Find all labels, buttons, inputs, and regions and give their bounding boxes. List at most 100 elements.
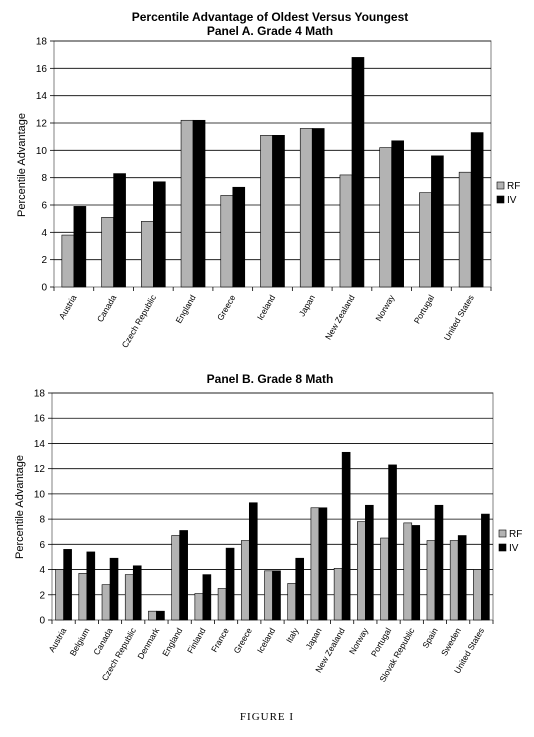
panel-b-ytick-label: 10 <box>34 489 46 500</box>
panel-a-ytick-label: 0 <box>41 283 47 294</box>
panel-a-subtitle: Panel A. Grade 4 Math <box>207 24 333 38</box>
panel-b-bar-iv <box>109 557 119 621</box>
panel-a-category-label: Canada <box>95 293 119 324</box>
panel-b-bar-rf <box>287 583 297 621</box>
panel-b-category-label: Austria <box>46 626 68 654</box>
panel-b-bar-iv <box>341 451 351 621</box>
panel-a-legend-swatch-rf <box>496 181 505 190</box>
panel-b-category-label: Japan <box>303 626 323 651</box>
panel-a-ytick-label: 18 <box>36 37 48 48</box>
panel-b-bar-iv <box>248 502 258 621</box>
panel-b-ytick-label: 16 <box>34 414 46 425</box>
panel-b-bar-rf <box>473 569 482 621</box>
panel-a-bar-iv <box>311 128 325 288</box>
panel-b-bar-rf <box>240 540 250 621</box>
panel-a-category-label: New Zealand <box>323 293 357 342</box>
panel-a-ytick-label: 16 <box>36 64 48 75</box>
panel-b-ytick-label: 12 <box>34 464 46 475</box>
panel-b-category-label: England <box>160 626 184 658</box>
panel-a-ytick-label: 10 <box>36 146 48 157</box>
panel-a-bar-rf <box>220 195 234 288</box>
panel-a-bar-rf <box>379 147 392 288</box>
panel-b-category-label: Greece <box>231 626 254 655</box>
panel-a-category-label: Portugal <box>412 293 437 326</box>
panel-b-category-label: Portugal <box>369 626 394 659</box>
panel-a-bar-iv <box>153 181 166 288</box>
figure-caption: FIGURE I <box>239 711 295 723</box>
panel-a-bar-iv <box>192 119 206 288</box>
panel-b-ytick-label: 2 <box>39 590 45 601</box>
panel-a-bar-rf <box>339 174 353 288</box>
panel-a-bar-rf <box>61 234 75 288</box>
panel-a-bar-rf <box>141 221 154 288</box>
panel-b-bar-rf <box>148 610 157 621</box>
panel-b-bar-iv <box>411 525 421 621</box>
panel-b-bar-iv <box>295 557 305 621</box>
panel-b-ylabel: Percentile Advantage <box>14 455 26 559</box>
panel-a-legend-label-iv: IV <box>507 195 517 206</box>
panel-b-bar-rf <box>380 537 389 621</box>
panel-a-ytick-label: 6 <box>41 201 47 212</box>
panel-b-bar-iv <box>132 565 142 621</box>
panel-a-category-label: Greece <box>215 293 238 322</box>
panel-b-category-label: Belgium <box>68 626 92 658</box>
panel-b-bar-rf <box>78 573 88 621</box>
panel-b-bar-rf <box>333 567 343 621</box>
panel-a-plot: 0 2 4 6 8 10 12 14 16 18 Austria Canada Czech Republ… <box>36 37 520 350</box>
panel-b-bar-iv <box>156 610 165 621</box>
panel-a-bar-iv <box>113 173 126 288</box>
panel-a-category-label: Japan <box>297 293 317 318</box>
panel-b-legend-label-iv: IV <box>509 543 519 554</box>
panel-b-legend-swatch-rf <box>498 529 507 538</box>
panel-a-ylabel: Percentile Advantage <box>16 113 28 217</box>
panel-b-bar-rf <box>124 574 134 621</box>
panel-b-bar-iv <box>365 504 374 621</box>
panel-b-bar-iv <box>179 530 188 621</box>
panel-a-category-label: Iceland <box>255 293 278 322</box>
panel-a-ytick-label: 4 <box>41 228 47 239</box>
panel-b-bar-rf <box>449 540 459 621</box>
panel-a-category-label: Norway <box>373 292 396 323</box>
panel-a-ytick-label: 2 <box>41 255 47 266</box>
panel-a-bar-rf <box>419 192 432 288</box>
panel-b-category-label: Denmark <box>135 625 161 661</box>
panel-a-category-label: Austria <box>57 293 79 321</box>
panel-a-ytick-label: 14 <box>36 91 48 102</box>
panel-a-bar-iv <box>470 132 484 288</box>
panel-b-bar-rf <box>194 593 204 621</box>
panel-b-bar-iv <box>318 507 328 621</box>
panel-b-category-label: Iceland <box>255 626 278 655</box>
panel-b-ytick-label: 18 <box>34 389 46 400</box>
panel-a-title: Percentile Advantage of Oldest Versus Yo… <box>132 10 409 24</box>
panel-b-ytick-label: 4 <box>39 565 45 576</box>
panel-b-title: Panel B. Grade 8 Math <box>207 372 334 386</box>
panel-a-legend-label-rf: RF <box>507 181 520 192</box>
panel-a-bar-iv <box>73 206 87 288</box>
panel-b-bar-rf <box>217 588 227 621</box>
panel-b-bar-rf <box>426 540 436 621</box>
panel-b-legend-label-rf: RF <box>509 529 522 540</box>
panel-a-bar-iv <box>232 186 246 288</box>
panel-a-ytick-label: 12 <box>36 119 48 130</box>
panel-a-bar-iv <box>391 140 404 288</box>
panel-a-bar-iv <box>272 135 285 288</box>
panel-b-bar-iv <box>272 570 281 621</box>
panel-a-bar-rf <box>260 135 273 288</box>
panel-b-ytick-label: 8 <box>39 515 45 526</box>
panel-b-bar-rf <box>101 584 111 621</box>
panel-b-bar-iv <box>63 549 72 621</box>
panel-b-bar-iv <box>481 513 490 621</box>
panel-b-category-label: France <box>209 626 231 654</box>
panel-b-chart: Panel B. Grade 8 Math 0 2 4 6 8 10 12 14 16 18 Aus… <box>14 372 522 684</box>
panel-a-chart: Percentile Advantage of Oldest Versus Yo… <box>16 10 520 350</box>
panel-a-category-label: Czech Republic <box>120 292 159 349</box>
panel-a-bar-rf <box>458 171 472 288</box>
panel-b-category-label: Finland <box>185 626 208 655</box>
panel-b-bar-rf <box>171 535 180 621</box>
panel-b-bar-iv <box>457 535 467 621</box>
panel-b-bar-rf <box>403 522 413 621</box>
panel-b-bar-iv <box>86 551 96 621</box>
panel-b-category-label: Norway <box>347 625 370 656</box>
